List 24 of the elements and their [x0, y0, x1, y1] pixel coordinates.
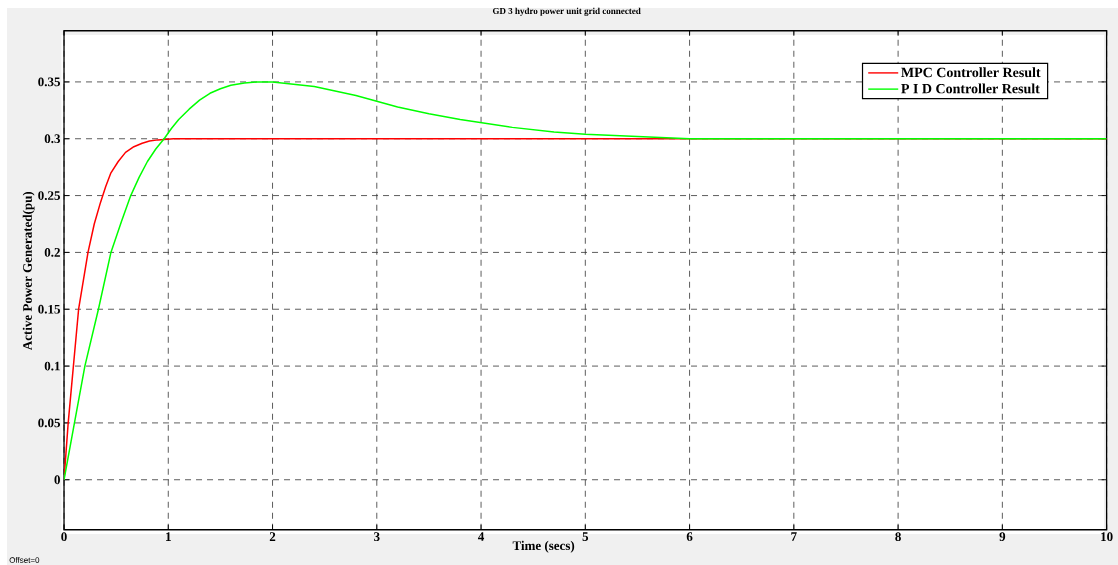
x-tick-label: 8 — [895, 532, 901, 542]
y-tick-label: 0 — [54, 475, 60, 485]
x-tick-label: 6 — [686, 532, 693, 542]
x-tick-label: 4 — [477, 532, 485, 541]
legend-label: MPC Controller Result — [901, 67, 1041, 78]
x-axis-title: Time (secs) — [512, 540, 575, 553]
x-tick-label: 9 — [999, 532, 1006, 542]
y-tick-label: 0.2 — [44, 248, 60, 257]
legend-label: P I D Controller Result — [901, 83, 1040, 94]
y-tick-label: 0.25 — [38, 191, 61, 200]
y-axis-title: Active Power Generated(pu) — [22, 191, 35, 351]
y-tick-label: 0.35 — [38, 77, 61, 87]
x-tick-label: 3 — [374, 532, 380, 542]
x-tick-label: 10 — [1101, 532, 1113, 542]
x-tick-label: 7 — [791, 532, 797, 541]
x-tick-label: 2 — [269, 532, 276, 541]
x-tick-label: 1 — [166, 532, 171, 541]
y-tick-label: 0.3 — [44, 134, 61, 144]
y-tick-label: 0.1 — [44, 361, 60, 371]
chart-title: GD 3 hydro power unit grid connected — [492, 7, 641, 16]
text: Offset=0 — [9, 557, 40, 563]
y-tick-label: 0.05 — [38, 418, 61, 428]
x-tick-label: 5 — [582, 532, 589, 541]
y-tick-label: 0.15 — [38, 304, 61, 314]
